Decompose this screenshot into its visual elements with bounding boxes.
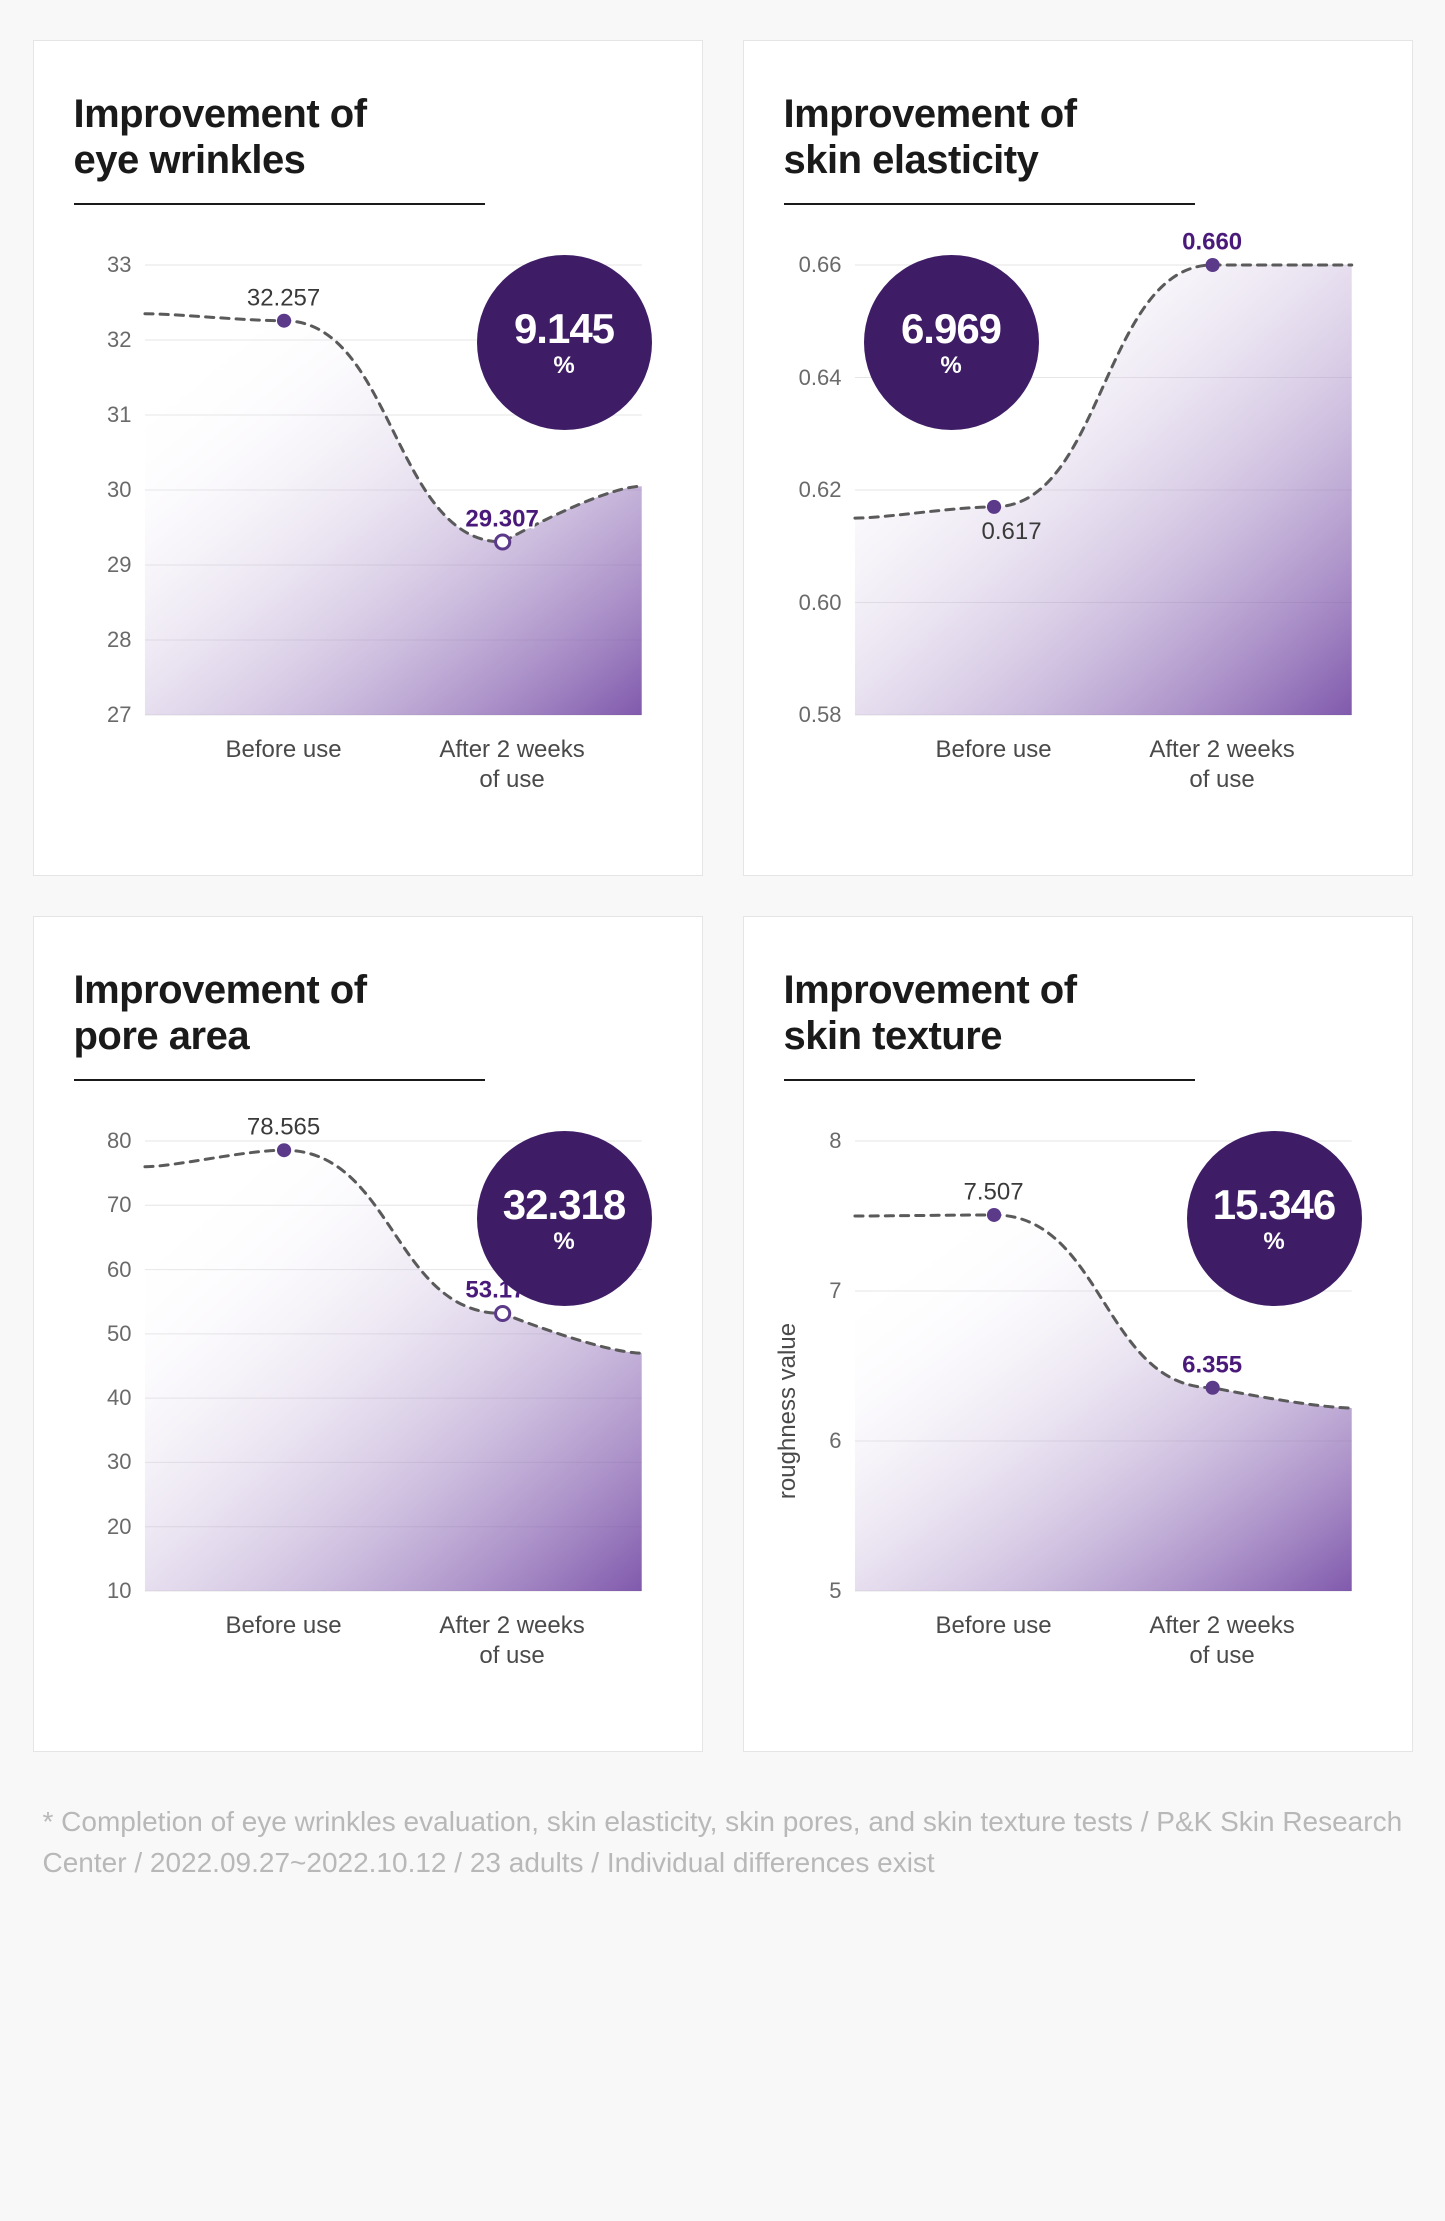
chart-plot-area: 27 28 29 30 31 32 33 32.257 29.307 Before use Afte… bbox=[74, 255, 662, 815]
chart-card-skin-elasticity: Improvement ofskin elasticity 0.58 0.60 0.6… bbox=[743, 40, 1413, 876]
data-point-label: 6.355 bbox=[1182, 1351, 1242, 1379]
ytick-label: 30 bbox=[107, 1449, 131, 1475]
data-point bbox=[495, 1306, 509, 1320]
ytick-label: 60 bbox=[107, 1257, 131, 1283]
chart-title: Improvement ofskin texture bbox=[784, 967, 1372, 1059]
title-underline bbox=[74, 203, 486, 205]
percentage-badge: 6.969% bbox=[864, 255, 1039, 430]
chart-plot-area: 5 6 7 8 7.507 6.355 Before use After 2 weeksof … bbox=[784, 1131, 1372, 1691]
ytick-label: 40 bbox=[107, 1385, 131, 1411]
badge-unit: % bbox=[1263, 1230, 1284, 1254]
ytick-label: 10 bbox=[107, 1578, 131, 1604]
data-point-label: 78.565 bbox=[247, 1114, 320, 1142]
footnote-text: * Completion of eye wrinkles evaluation,… bbox=[33, 1802, 1413, 1883]
badge-unit: % bbox=[940, 354, 961, 378]
data-point-label: 7.507 bbox=[964, 1179, 1024, 1207]
ytick-label: 7 bbox=[829, 1278, 841, 1304]
xtick-label: After 2 weeksof use bbox=[412, 735, 612, 795]
xtick-label: Before use bbox=[894, 1611, 1094, 1641]
chart-card-pore-area: Improvement ofpore area 10 20 30 40 50 60 70 80 7… bbox=[33, 916, 703, 1752]
percentage-badge: 9.145% bbox=[477, 255, 652, 430]
ytick-label: 20 bbox=[107, 1514, 131, 1540]
percentage-badge: 15.346% bbox=[1187, 1131, 1362, 1306]
data-point bbox=[1205, 258, 1219, 272]
ytick-label: 70 bbox=[107, 1192, 131, 1218]
badge-value: 15.346 bbox=[1213, 1184, 1335, 1226]
ytick-label: 0.62 bbox=[799, 477, 842, 503]
ytick-label: 50 bbox=[107, 1321, 131, 1347]
chart-title: Improvement ofeye wrinkles bbox=[74, 91, 662, 183]
data-point-label: 0.660 bbox=[1182, 229, 1242, 257]
chart-card-skin-texture: Improvement ofskin texture 5 6 7 8 7.507 6.355… bbox=[743, 916, 1413, 1752]
data-point-label: 32.257 bbox=[247, 284, 320, 312]
ytick-label: 28 bbox=[107, 627, 131, 653]
ytick-label: 29 bbox=[107, 552, 131, 578]
data-point bbox=[1205, 1381, 1219, 1395]
data-point bbox=[276, 1143, 290, 1157]
ytick-label: 6 bbox=[829, 1428, 841, 1454]
chart-title: Improvement ofskin elasticity bbox=[784, 91, 1372, 183]
chart-title: Improvement ofpore area bbox=[74, 967, 662, 1059]
title-underline bbox=[74, 1079, 486, 1081]
y-axis-label: roughness value bbox=[774, 1323, 802, 1499]
ytick-label: 5 bbox=[829, 1578, 841, 1604]
badge-value: 32.318 bbox=[503, 1184, 625, 1226]
ytick-label: 0.66 bbox=[799, 252, 842, 278]
badge-unit: % bbox=[553, 1230, 574, 1254]
xtick-label: After 2 weeksof use bbox=[1122, 735, 1322, 795]
data-point bbox=[986, 1208, 1000, 1222]
chart-plot-area: 0.580.600.620.640.660.6170.660Before use… bbox=[784, 255, 1372, 815]
badge-value: 6.969 bbox=[901, 308, 1001, 350]
ytick-label: 0.58 bbox=[799, 702, 842, 728]
xtick-label: After 2 weeksof use bbox=[1122, 1611, 1322, 1671]
data-point-label: 29.307 bbox=[465, 506, 538, 534]
data-point-label: 0.617 bbox=[982, 518, 1042, 546]
data-point bbox=[276, 314, 290, 328]
ytick-label: 0.60 bbox=[799, 590, 842, 616]
title-underline bbox=[784, 1079, 1196, 1081]
ytick-label: 31 bbox=[107, 402, 131, 428]
xtick-label: Before use bbox=[894, 735, 1094, 765]
ytick-label: 8 bbox=[829, 1128, 841, 1154]
xtick-label: After 2 weeksof use bbox=[412, 1611, 612, 1671]
badge-value: 9.145 bbox=[514, 308, 614, 350]
badge-unit: % bbox=[553, 354, 574, 378]
ytick-label: 32 bbox=[107, 327, 131, 353]
chart-card-eye-wrinkles: Improvement ofeye wrinkles 27 28 29 30 31 32 33… bbox=[33, 40, 703, 876]
xtick-label: Before use bbox=[184, 735, 384, 765]
ytick-label: 27 bbox=[107, 702, 131, 728]
ytick-label: 30 bbox=[107, 477, 131, 503]
xtick-label: Before use bbox=[184, 1611, 384, 1641]
data-point bbox=[986, 500, 1000, 514]
chart-plot-area: 102030405060708078.56553.174Before useAf… bbox=[74, 1131, 662, 1691]
percentage-badge: 32.318% bbox=[477, 1131, 652, 1306]
title-underline bbox=[784, 203, 1196, 205]
ytick-label: 80 bbox=[107, 1128, 131, 1154]
ytick-label: 33 bbox=[107, 252, 131, 278]
data-point bbox=[495, 535, 509, 549]
ytick-label: 0.64 bbox=[799, 365, 842, 391]
